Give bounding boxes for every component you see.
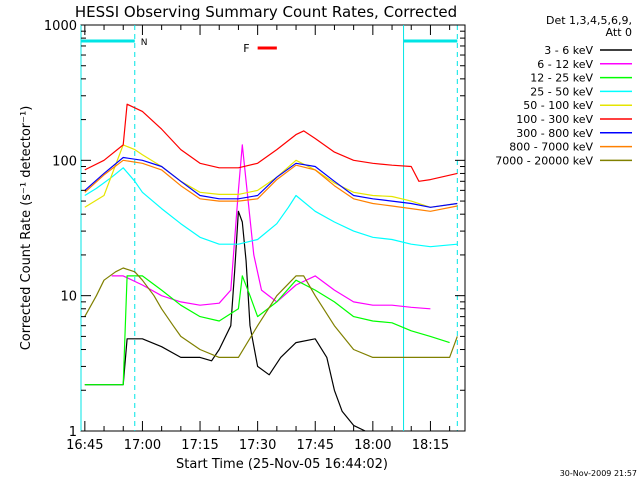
series-line-100-300-kev (84, 103, 458, 182)
legend-header: Det 1,3,4,5,6,9, (546, 14, 632, 27)
legend-header: Att 0 (606, 26, 632, 39)
y-tick-label: 100 (52, 154, 77, 169)
series-line-6-12-kev (111, 144, 431, 310)
x-tick-label: 18:00 (354, 438, 391, 453)
y-axis: 1 10 100 1000 (44, 19, 465, 440)
y-tick-label: 10 (60, 290, 77, 305)
night-label: N (141, 38, 148, 48)
x-tick-label: 17:15 (181, 438, 218, 453)
legend-entry-label: 7000 - 20000 keV (495, 154, 593, 167)
series-layer (84, 103, 458, 432)
legend-entry-label: 6 - 12 keV (537, 58, 593, 71)
legend-entry-label: 100 - 300 keV (516, 113, 593, 126)
y-tick-label: 1 (69, 425, 77, 440)
legend-entry-label: 800 - 7000 keV (509, 141, 593, 154)
y-axis-label: Corrected Count Rate (s⁻¹ detector⁻¹) (19, 106, 34, 351)
flare-label: F (243, 42, 249, 55)
x-axis: 16:45 17:00 17:15 17:30 17:45 18:00 18:15 (66, 25, 451, 453)
series-line-800-7000-kev (84, 159, 458, 212)
series-line-25-50-kev (84, 167, 458, 248)
legend-entry-label: 25 - 50 keV (530, 85, 593, 98)
legend-entry-label: 3 - 6 keV (544, 44, 593, 57)
x-tick-label: 17:45 (297, 438, 334, 453)
chart-title: HESSI Observing Summary Count Rates, Cor… (75, 3, 457, 21)
x-tick-label: 16:45 (66, 438, 103, 453)
series-line-50-100-kev (84, 144, 458, 208)
series-line-3-6-kev (84, 210, 366, 432)
legend-entry-label: 300 - 800 keV (516, 127, 593, 140)
series-line-300-800-kev (84, 156, 458, 208)
x-tick-label: 17:30 (239, 438, 276, 453)
legend-entry-label: 50 - 100 keV (523, 99, 593, 112)
legend-entry-label: 12 - 25 keV (530, 72, 593, 85)
footer-timestamp: 30-Nov-2009 21:57 (560, 469, 637, 478)
x-axis-label: Start Time (25-Nov-05 16:44:02) (176, 457, 388, 472)
x-tick-label: 18:15 (412, 438, 449, 453)
y-tick-label: 1000 (44, 19, 77, 34)
series-line-7000-20000-kev (84, 267, 458, 358)
series-line-12-25-kev (84, 275, 450, 386)
x-tick-label: 17:00 (124, 438, 161, 453)
